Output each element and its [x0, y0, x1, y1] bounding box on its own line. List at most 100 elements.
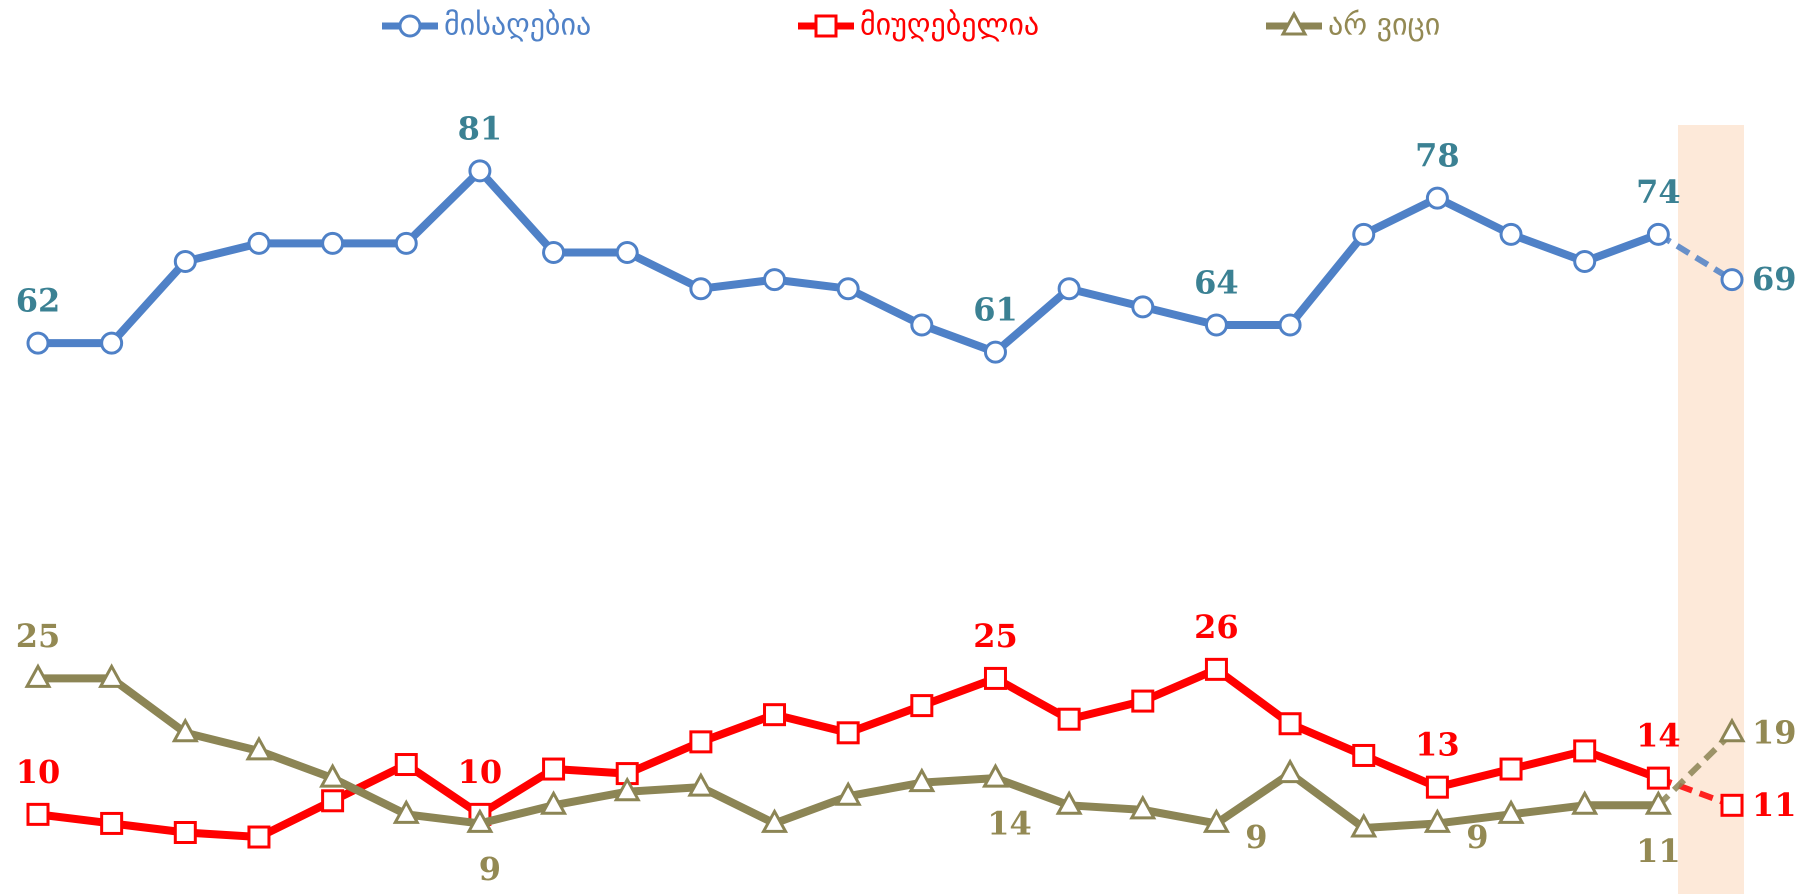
marker — [836, 277, 860, 301]
marker — [1055, 790, 1083, 815]
marker — [1573, 739, 1597, 763]
marker — [319, 763, 347, 788]
marker — [1573, 250, 1597, 274]
marker — [763, 268, 787, 292]
marker — [1057, 277, 1081, 301]
data-label: 9 — [1466, 818, 1488, 856]
marker — [392, 799, 420, 824]
legend-marker — [398, 14, 422, 38]
marker — [1131, 689, 1155, 713]
marker — [321, 789, 345, 813]
legend-label: არ ვიცი — [1328, 8, 1440, 43]
marker — [1204, 657, 1228, 681]
marker — [615, 240, 639, 264]
marker — [1571, 790, 1599, 815]
data-label: 10 — [16, 753, 61, 791]
marker — [540, 790, 568, 815]
marker — [98, 663, 126, 688]
series-line-dashed — [1656, 231, 1734, 283]
legend-label: მისაღებია — [444, 8, 591, 43]
marker — [100, 331, 124, 355]
series-line-dashed — [1657, 775, 1734, 809]
marker — [763, 703, 787, 727]
data-label: 19 — [1752, 713, 1797, 751]
marker — [321, 231, 345, 255]
data-label: 81 — [458, 109, 503, 147]
marker — [1202, 808, 1230, 833]
series-line-dashed — [1656, 730, 1735, 808]
data-label: 13 — [1415, 726, 1460, 764]
series-line — [38, 166, 1660, 357]
marker — [1718, 717, 1746, 743]
marker — [466, 808, 494, 833]
marker — [1352, 743, 1376, 767]
data-label: 10 — [458, 753, 503, 791]
marker — [760, 808, 789, 833]
marker — [1644, 790, 1672, 815]
marker — [1131, 295, 1155, 319]
marker — [1497, 799, 1525, 824]
marker — [1425, 775, 1449, 799]
data-label: 78 — [1415, 137, 1460, 175]
marker — [468, 159, 492, 183]
legend-marker — [1280, 10, 1308, 36]
marker — [542, 240, 566, 264]
data-label: 11 — [1752, 786, 1797, 824]
data-label: 9 — [1245, 818, 1267, 856]
marker — [1278, 313, 1302, 337]
marker — [836, 721, 860, 745]
data-label: 9 — [479, 850, 501, 888]
marker — [1276, 758, 1304, 784]
marker — [245, 735, 273, 761]
marker — [173, 820, 197, 844]
marker — [908, 767, 936, 793]
highlight-band — [1678, 125, 1744, 894]
data-label: 64 — [1194, 263, 1239, 301]
marker — [26, 802, 50, 826]
marker — [687, 772, 715, 797]
marker — [542, 757, 566, 781]
marker — [247, 231, 271, 255]
marker — [1425, 186, 1449, 210]
marker — [100, 811, 124, 835]
legend-label: მიუღებელია — [860, 8, 1039, 43]
data-label: 11 — [1636, 832, 1681, 870]
data-label: 25 — [16, 617, 61, 655]
marker — [834, 781, 862, 806]
data-label: 26 — [1194, 608, 1239, 646]
marker — [394, 231, 418, 255]
data-label: 62 — [16, 282, 61, 320]
marker — [1499, 757, 1523, 781]
marker — [171, 717, 199, 743]
marker — [1720, 793, 1744, 817]
marker — [910, 694, 934, 718]
marker — [689, 277, 713, 301]
marker — [1646, 222, 1670, 246]
marker — [689, 730, 713, 754]
marker — [1350, 812, 1378, 838]
marker — [1057, 707, 1081, 731]
data-label: 74 — [1636, 173, 1681, 211]
data-label: 25 — [973, 617, 1018, 655]
marker — [613, 776, 641, 802]
marker — [1204, 313, 1228, 337]
marker — [910, 313, 934, 337]
marker — [983, 666, 1007, 690]
marker — [24, 663, 52, 688]
marker — [983, 340, 1007, 364]
marker — [1278, 712, 1302, 736]
legend-marker — [814, 14, 838, 38]
data-label: 14 — [987, 805, 1032, 843]
marker — [1352, 222, 1376, 246]
marker — [1499, 222, 1523, 246]
marker — [1646, 766, 1670, 790]
marker — [173, 250, 197, 274]
data-label: 61 — [973, 291, 1018, 329]
marker — [981, 763, 1010, 788]
marker — [26, 331, 50, 355]
marker — [1129, 794, 1157, 820]
marker — [247, 825, 271, 849]
marker — [1720, 268, 1744, 292]
marker — [394, 753, 418, 777]
